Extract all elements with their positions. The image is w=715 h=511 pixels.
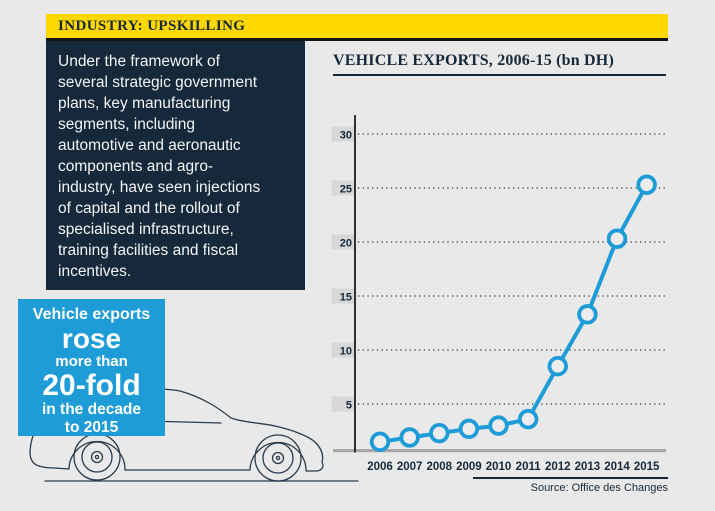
x-tick-label: 2007 xyxy=(397,461,423,472)
callout-line-emphasis: 20-fold xyxy=(42,369,141,402)
data-point-marker xyxy=(399,427,420,448)
callout-line: more than xyxy=(55,353,128,370)
callout-box: Vehicle exports rose more than 20-fold i… xyxy=(18,299,165,436)
source-rule xyxy=(473,477,668,479)
y-tick-label: 20 xyxy=(340,238,352,250)
y-tick-chip xyxy=(331,126,355,142)
data-point-marker xyxy=(488,415,509,436)
callout-line: to 2015 xyxy=(64,419,119,436)
callout-line: in the decade xyxy=(41,401,142,418)
x-tick-label: 2006 xyxy=(367,461,393,472)
chart-title-rule xyxy=(333,74,666,76)
data-point-marker xyxy=(577,304,598,325)
x-tick-label: 2015 xyxy=(634,461,660,472)
callout-line: Vehicle exports xyxy=(32,306,151,323)
car-rear-wheel xyxy=(73,433,121,481)
x-tick-label: 2014 xyxy=(604,461,630,472)
y-tick-label: 10 xyxy=(340,346,352,358)
y-tick-chip xyxy=(331,396,355,412)
callout-line-emphasis: rose xyxy=(61,323,122,354)
section-header-bar: INDUSTRY: UPSKILLING xyxy=(46,14,668,41)
section-header-label: INDUSTRY: UPSKILLING xyxy=(58,17,246,34)
intro-paragraph: Under the framework of several strategic… xyxy=(58,53,261,280)
y-tick-label: 30 xyxy=(340,130,352,142)
y-tick-chip xyxy=(331,288,355,304)
x-tick-label: 2008 xyxy=(426,461,452,472)
data-point-marker xyxy=(369,431,391,453)
y-tick-chip xyxy=(331,180,355,196)
y-tick-label: 5 xyxy=(346,400,352,412)
source-text: Source: Office des Changes xyxy=(530,482,668,494)
data-point-marker xyxy=(547,356,568,377)
data-point-marker xyxy=(636,174,657,195)
y-tick-chip xyxy=(331,342,355,358)
y-tick-chip xyxy=(331,234,355,250)
car-outline-illustration xyxy=(29,387,359,482)
x-tick-label: 2013 xyxy=(575,461,601,472)
y-tick-label: 25 xyxy=(340,184,352,196)
chart-title: VEHICLE EXPORTS, 2006-15 (bn DH) xyxy=(333,52,614,69)
data-point-marker xyxy=(517,408,539,430)
data-point-marker xyxy=(606,228,628,249)
y-tick-label: 15 xyxy=(340,292,352,304)
x-axis-baseline xyxy=(333,449,666,453)
data-point-marker xyxy=(458,418,480,440)
data-point-marker xyxy=(429,422,450,444)
x-tick-label: 2009 xyxy=(456,461,482,472)
intro-text-box: Under the framework of several strategic… xyxy=(46,41,305,290)
x-tick-label: 2010 xyxy=(486,461,512,472)
x-tick-label: 2011 xyxy=(516,461,542,472)
data-line xyxy=(379,183,649,444)
x-tick-label: 2012 xyxy=(545,461,571,472)
